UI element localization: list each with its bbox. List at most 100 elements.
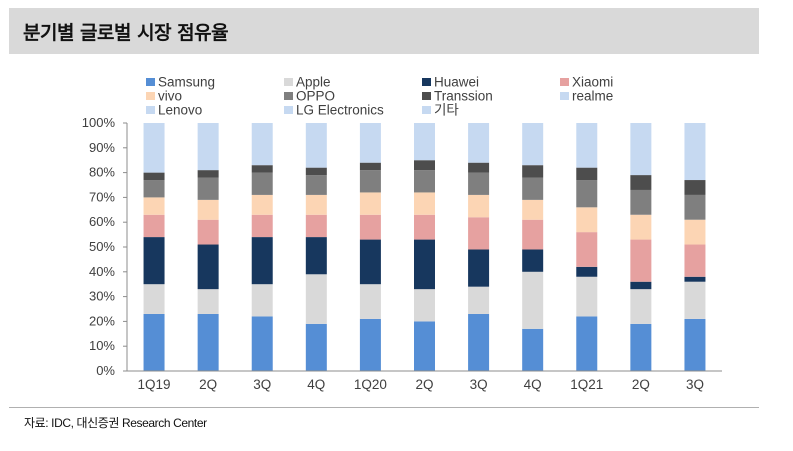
bar-segment-xiaomi [468,217,490,250]
bar-segment-oppo [468,172,490,195]
bar-segment-기타 [684,123,706,181]
legend-swatch [422,92,431,100]
bar-segment-huawei [576,266,598,277]
bar-segment-vivo [468,194,490,218]
source-note: 자료: IDC, 대신증권 Research Center [24,416,207,430]
bar-segment-xiaomi [359,214,381,240]
bar-segment-huawei [414,239,435,290]
legend-label: LG Electronics [296,103,384,118]
title-bar: 분기별 글로벌 시장 점유율 [9,8,759,54]
legend-label: Apple [296,75,331,90]
bar-segment-xiaomi [143,214,165,238]
bar-segment-oppo [305,175,327,195]
footer-divider [9,407,759,408]
legend-swatch [422,78,431,86]
page-title: 분기별 글로벌 시장 점유율 [23,22,229,44]
bar-segment-transsion [251,165,273,173]
legend-swatch [284,92,293,100]
bar-segment-oppo [197,177,219,200]
bar-segment-xiaomi [576,232,598,267]
y-tick-label: 40% [89,264,115,279]
bar-segment-xiaomi [305,214,327,238]
bar-segment-기타 [576,123,598,168]
bar-segment-vivo [522,199,544,220]
x-tick-label: 1Q19 [138,377,171,392]
bar-segment-transsion [414,160,435,171]
bar-segment-기타 [468,123,490,163]
legend-label: Lenovo [158,103,202,118]
bar-segment-transsion [630,175,652,190]
bar-segment-samsung [197,313,219,371]
bar-segment-oppo [143,180,165,198]
bar-segment-xiaomi [684,244,706,277]
bar-segment-transsion [197,170,219,178]
bar-segment-oppo [414,170,435,193]
bar-segment-samsung [143,313,165,371]
bar-segment-기타 [522,123,544,166]
bar-segment-기타 [305,123,327,168]
y-tick-label: 100% [82,115,116,130]
bar-segment-huawei [197,244,219,290]
y-tick-label: 30% [89,289,115,304]
bar-segment-oppo [522,177,544,200]
bar-segment-vivo [576,207,598,233]
legend-label: Samsung [158,75,215,90]
bar-segment-apple [630,289,652,324]
bar-segment-transsion [305,167,327,176]
bar-segment-apple [522,271,544,329]
x-tick-label: 4Q [524,377,542,392]
bar-segment-huawei [684,276,706,282]
bar-segment-vivo [251,194,273,215]
y-tick-label: 90% [89,140,115,155]
bar-segment-xiaomi [630,239,652,282]
bar-segment-기타 [630,123,652,176]
y-tick-label: 50% [89,239,115,254]
legend-swatch [284,78,293,86]
bar-segment-apple [684,281,706,319]
bar-segment-xiaomi [197,219,219,245]
x-tick-label: 3Q [686,377,704,392]
bar-segment-transsion [359,162,381,171]
bar-segment-xiaomi [522,219,544,250]
bar-segment-huawei [251,237,273,285]
legend: Samsung Apple Huawei Xiaomi vivo OPPO Transsio… [146,75,613,118]
bar-segment-vivo [305,194,327,215]
x-tick-label: 4Q [307,377,325,392]
x-tick-label: 2Q [632,377,650,392]
bar-segment-samsung [576,316,598,371]
y-tick-label: 80% [89,165,115,180]
legend-label: 기타 [434,103,459,118]
bar-segment-huawei [143,237,165,285]
bar-segment-vivo [143,197,165,215]
bar-segment-기타 [414,123,435,161]
x-tick-label: 2Q [199,377,217,392]
bar-segment-samsung [522,328,544,371]
x-tick-label: 3Q [253,377,271,392]
bar-segment-huawei [468,249,490,287]
bar-segment-huawei [522,249,544,272]
y-tick-label: 60% [89,214,115,229]
y-tick-label: 0% [96,363,115,378]
legend-swatch [146,106,155,114]
legend-swatch [146,78,155,86]
x-tick-label: 3Q [470,377,488,392]
legend-swatch [560,78,569,86]
bar-segment-apple [359,284,381,319]
bar-segment-samsung [684,318,706,371]
axes: 0% 10% 20% 30% 40% 50% 60% 70% 80% 90% 100% 1Q19 2Q 3… [82,115,722,392]
bar-segment-apple [305,274,327,324]
bar-segment-huawei [630,281,652,290]
bar-segment-xiaomi [414,214,435,240]
bar-segment-기타 [197,123,219,171]
bar-segment-samsung [630,323,652,371]
bar-segment-samsung [468,313,490,371]
bar-segment-기타 [251,123,273,166]
bar-segment-huawei [305,237,327,275]
y-tick-label: 70% [89,189,115,204]
bar-segment-samsung [251,316,273,371]
bar-segment-기타 [359,123,381,163]
bar-segment-apple [251,284,273,317]
legend-swatch [422,106,431,114]
y-tick-label: 10% [89,338,115,353]
bars [143,123,706,371]
